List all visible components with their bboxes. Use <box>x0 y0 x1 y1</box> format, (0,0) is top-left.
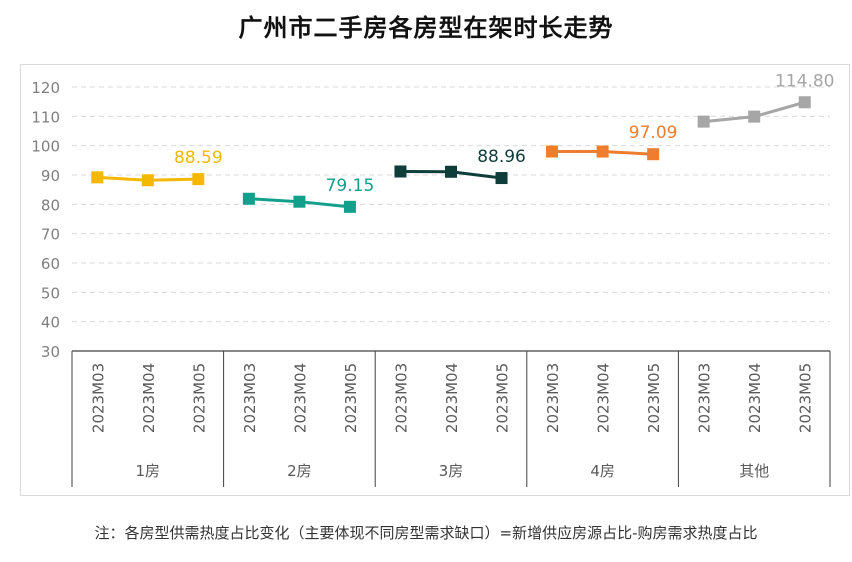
y-tick-label: 100 <box>31 138 60 156</box>
x-tick-label: 2023M04 <box>291 363 309 433</box>
data-point <box>141 174 154 187</box>
x-tick-label: 2023M04 <box>443 363 461 433</box>
data-point <box>192 173 205 186</box>
y-tick-label: 80 <box>41 196 60 214</box>
x-tick-label: 2023M05 <box>342 363 360 433</box>
data-point <box>546 145 559 158</box>
data-label: 114.80 <box>775 71 834 91</box>
x-tick-label: 2023M03 <box>89 363 107 433</box>
y-tick-label: 40 <box>41 314 60 332</box>
x-tick-label: 2023M05 <box>494 363 512 433</box>
group-label: 2房 <box>287 462 312 480</box>
footnote: 注：各房型供需热度占比变化（主要体现不同房型需求缺口）=新增供应房源占比-购房需… <box>94 524 758 542</box>
y-tick-label: 30 <box>41 343 60 361</box>
data-point <box>242 192 255 205</box>
data-point <box>596 145 609 158</box>
x-tick-label: 2023M04 <box>746 363 764 433</box>
y-tick-label: 60 <box>41 255 60 273</box>
x-tick-label: 2023M03 <box>696 363 714 433</box>
data-point <box>445 165 457 178</box>
data-point <box>293 195 306 208</box>
x-tick-label: 2023M03 <box>241 363 259 433</box>
x-tick-label: 2023M05 <box>190 363 208 433</box>
data-point <box>798 96 811 109</box>
x-tick-label: 2023M04 <box>140 363 158 433</box>
chart-frame <box>20 64 850 496</box>
data-point <box>394 165 407 178</box>
data-point <box>495 172 508 185</box>
data-label: 88.59 <box>174 148 223 168</box>
y-tick-label: 90 <box>41 167 60 185</box>
data-point <box>647 148 660 161</box>
group-label: 4房 <box>590 462 615 480</box>
x-tick-label: 2023M03 <box>392 363 410 433</box>
group-label: 3房 <box>439 462 464 480</box>
chart-title: 广州市二手房各房型在架时长走势 <box>238 14 614 42</box>
data-point <box>91 171 104 184</box>
line-chart: 30 40 50 60 70 80 90 100 110 120 2023M03 2023M04 202… <box>31 71 834 487</box>
x-tick-label: 2023M05 <box>645 363 663 433</box>
data-label: 97.09 <box>629 123 678 143</box>
x-tick-label: 2023M04 <box>595 363 613 433</box>
data-label: 88.96 <box>477 147 526 167</box>
y-tick-label: 70 <box>41 226 60 244</box>
y-tick-label: 120 <box>31 79 60 97</box>
x-tick-label: 2023M03 <box>544 363 562 433</box>
y-tick-label: 110 <box>31 108 60 126</box>
group-label: 1房 <box>136 462 161 480</box>
data-point <box>697 115 710 128</box>
x-tick-label: 2023M05 <box>797 363 815 433</box>
data-point <box>343 200 356 213</box>
y-tick-label: 50 <box>41 284 60 302</box>
data-point <box>748 110 761 123</box>
data-label: 79.15 <box>326 176 375 196</box>
group-label: 其他 <box>739 462 769 480</box>
